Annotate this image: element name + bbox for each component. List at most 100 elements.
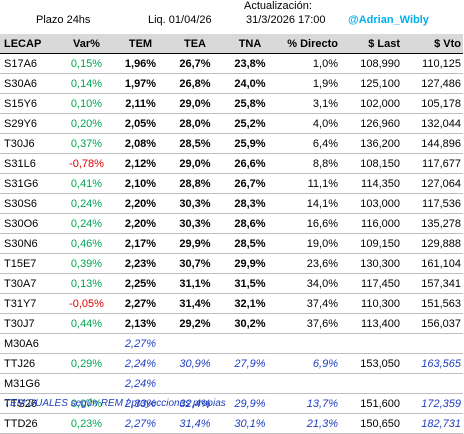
directo-cell: 8,8% <box>278 153 340 174</box>
tem-cell: 1,96% <box>113 53 168 74</box>
var-cell: 0,15% <box>60 53 113 74</box>
tem-cell: 2,24% <box>113 373 168 394</box>
last-cell: 151,600 <box>340 393 402 414</box>
tea-cell: 31,4% <box>168 413 222 434</box>
tna-cell: 28,3% <box>222 193 278 214</box>
ticker-cell: S31G6 <box>0 173 60 194</box>
var-cell: 0,24% <box>60 213 113 234</box>
directo-cell: 1,0% <box>278 53 340 74</box>
author-handle: @Adrian_Wibly <box>348 14 429 26</box>
var-cell: 0,41% <box>60 173 113 194</box>
vto-cell <box>402 373 463 394</box>
ticker-cell: TTD26 <box>0 413 60 434</box>
tem-cell: 2,33% <box>113 393 168 414</box>
tna-cell: 26,6% <box>222 153 278 174</box>
var-cell: 0,44% <box>60 313 113 334</box>
var-cell: 0,14% <box>60 73 113 94</box>
tem-cell: 2,20% <box>113 213 168 234</box>
ticker-cell: S30A6 <box>0 73 60 94</box>
tea-cell: 28,8% <box>168 173 222 194</box>
tem-cell: 2,05% <box>113 113 168 134</box>
directo-cell: 16,6% <box>278 213 340 234</box>
tna-cell: 27,9% <box>222 353 278 374</box>
var-cell: 0,20% <box>60 113 113 134</box>
tea-cell: 29,9% <box>168 233 222 254</box>
tem-cell: 2,12% <box>113 153 168 174</box>
last-cell: 130,300 <box>340 253 402 274</box>
directo-cell: 3,1% <box>278 93 340 114</box>
tem-cell: 2,20% <box>113 193 168 214</box>
col-header-ticker: LECAP <box>0 34 60 54</box>
table-row: T31Y7 -0,05% 2,27% 31,4% 32,1% 37,4% 110,300 15… <box>0 293 463 314</box>
col-header-tna: TNA <box>222 34 278 54</box>
table-row: T30J7 0,44% 2,13% 29,2% 30,2% 37,6% 113,400 156… <box>0 313 463 334</box>
tna-cell <box>222 373 278 394</box>
tna-cell: 25,2% <box>222 113 278 134</box>
vto-cell: 127,064 <box>402 173 463 194</box>
vto-cell: 129,888 <box>402 233 463 254</box>
tem-cell: 2,17% <box>113 233 168 254</box>
vto-cell: 182,731 <box>402 413 463 434</box>
var-cell: 0,39% <box>60 253 113 274</box>
directo-cell <box>278 373 340 394</box>
table-row: T30J6 0,37% 2,08% 28,5% 25,9% 6,4% 136,200 144,… <box>0 133 463 154</box>
table-header-row: LECAP Var% TEM TEA TNA % Directo $ Last … <box>0 34 463 54</box>
var-cell: 0,46% <box>60 233 113 254</box>
col-header-directo: % Directo <box>278 34 340 54</box>
directo-cell: 23,6% <box>278 253 340 274</box>
table-row: TTJ26 0,29% 2,24% 30,9% 27,9% 6,9% 153,050 163,… <box>0 353 463 374</box>
table-row: S17A6 0,15% 1,96% 26,7% 23,8% 1,0% 108,990 110,… <box>0 53 463 74</box>
tem-cell: 1,97% <box>113 73 168 94</box>
last-cell: 108,150 <box>340 153 402 174</box>
tna-cell <box>222 333 278 354</box>
var-cell <box>60 373 113 394</box>
directo-cell: 14,1% <box>278 193 340 214</box>
tea-cell: 29,0% <box>168 93 222 114</box>
directo-cell: 1,9% <box>278 73 340 94</box>
tna-cell: 31,5% <box>222 273 278 294</box>
table-row: S30O6 0,24% 2,20% 30,3% 28,6% 16,6% 116,000 135… <box>0 213 463 234</box>
vto-cell: 110,125 <box>402 53 463 74</box>
directo-cell: 21,3% <box>278 413 340 434</box>
tem-cell: 2,11% <box>113 93 168 114</box>
table-row: S31G6 0,41% 2,10% 28,8% 26,7% 11,1% 114,350 127… <box>0 173 463 194</box>
last-cell: 113,400 <box>340 313 402 334</box>
tea-cell: 31,4% <box>168 293 222 314</box>
ticker-cell: T31Y7 <box>0 293 60 314</box>
last-cell <box>340 373 402 394</box>
tea-cell: 28,0% <box>168 113 222 134</box>
ticker-cell: S31L6 <box>0 153 60 174</box>
directo-cell: 19,0% <box>278 233 340 254</box>
tna-cell: 30,1% <box>222 413 278 434</box>
table-row: S30N6 0,46% 2,17% 29,9% 28,5% 19,0% 109,150 129… <box>0 233 463 254</box>
tem-cell: 2,13% <box>113 313 168 334</box>
directo-cell <box>278 333 340 354</box>
plazo-label: Plazo 24hs <box>36 14 91 26</box>
last-cell: 126,960 <box>340 113 402 134</box>
var-cell: 0,23% <box>60 413 113 434</box>
lecap-table: LECAP Var% TEM TEA TNA % Directo $ Last … <box>0 34 463 434</box>
directo-cell: 11,1% <box>278 173 340 194</box>
var-cell: 0,37% <box>60 133 113 154</box>
liquidation-date: Liq. 01/04/26 <box>148 14 212 26</box>
vto-cell: 172,359 <box>402 393 463 414</box>
tea-cell: 29,2% <box>168 313 222 334</box>
tea-cell <box>168 373 222 394</box>
tea-cell: 29,0% <box>168 153 222 174</box>
tea-cell <box>168 333 222 354</box>
last-cell: 153,050 <box>340 353 402 374</box>
tna-cell: 29,9% <box>222 393 278 414</box>
col-header-tea: TEA <box>168 34 222 54</box>
var-cell: 0,10% <box>60 93 113 114</box>
directo-cell: 6,4% <box>278 133 340 154</box>
ticker-cell: S17A6 <box>0 53 60 74</box>
table-row: T15E7 0,39% 2,23% 30,7% 29,9% 23,6% 130,300 161… <box>0 253 463 274</box>
last-cell <box>340 333 402 354</box>
tna-cell: 28,6% <box>222 213 278 234</box>
tna-cell: 25,9% <box>222 133 278 154</box>
tna-cell: 30,2% <box>222 313 278 334</box>
update-time: 31/3/2026 17:00 <box>246 14 326 26</box>
vto-cell: 127,486 <box>402 73 463 94</box>
vto-cell: 105,178 <box>402 93 463 114</box>
tna-cell: 32,1% <box>222 293 278 314</box>
